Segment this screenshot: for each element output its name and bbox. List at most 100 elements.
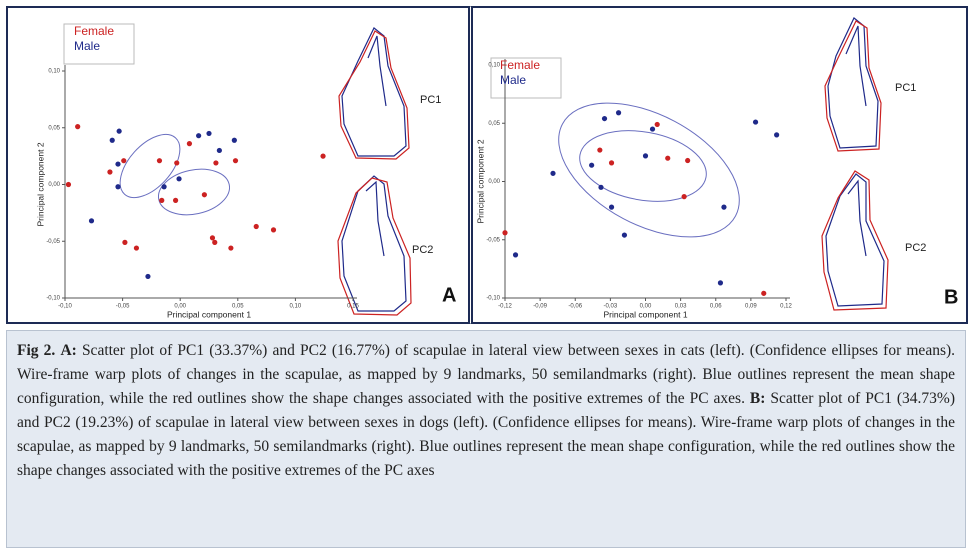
- data-point: [601, 115, 608, 122]
- x-tick-label: 0,10: [290, 304, 302, 310]
- data-point: [206, 130, 212, 137]
- confidence-ellipse: [579, 130, 707, 202]
- y-axis-label: Principal component 2: [35, 142, 45, 226]
- x-tick-label: -0,10: [58, 304, 72, 310]
- data-point: [502, 230, 508, 236]
- pc-label: PC1: [420, 94, 441, 106]
- x-tick-label: -0,03: [604, 304, 618, 310]
- data-point: [174, 160, 180, 166]
- data-point: [270, 227, 277, 233]
- data-point: [186, 141, 193, 147]
- caption-text: Scatter plot of PC1 (33.37%) and PC2 (16…: [17, 342, 956, 407]
- data-point: [253, 223, 259, 230]
- data-point: [721, 204, 727, 210]
- data-point: [107, 169, 113, 175]
- panel-b-frame: [471, 6, 968, 324]
- data-point: [512, 252, 519, 258]
- data-point: [615, 110, 622, 116]
- data-point: [159, 197, 165, 203]
- data-point: [122, 239, 128, 245]
- y-tick-label: 0,10: [48, 69, 60, 75]
- caption-label: A:: [60, 342, 77, 359]
- confidence-ellipse: [558, 102, 740, 238]
- x-tick-label: 0,03: [675, 304, 687, 310]
- y-tick-label: 0,10: [488, 63, 500, 69]
- x-tick-label: 0,00: [640, 304, 652, 310]
- data-point: [231, 137, 237, 143]
- data-point: [65, 181, 72, 188]
- data-point: [75, 124, 81, 130]
- x-axis-label: Principal component 1: [603, 309, 687, 319]
- data-point: [642, 153, 649, 159]
- data-point: [115, 161, 121, 167]
- data-point: [654, 121, 660, 128]
- data-point: [213, 160, 219, 166]
- x-tick-label: 0,06: [710, 304, 722, 310]
- panel-label: A: [442, 284, 456, 306]
- y-tick-label: 0,05: [488, 121, 500, 127]
- data-point: [172, 197, 179, 203]
- data-point: [665, 155, 671, 161]
- y-tick-label: 0,00: [488, 179, 500, 185]
- data-point: [597, 147, 603, 153]
- x-tick-label: 0,00: [174, 304, 186, 310]
- y-tick-label: -0,10: [46, 296, 60, 302]
- data-point: [717, 280, 724, 286]
- data-point: [145, 273, 151, 280]
- data-point: [133, 245, 140, 251]
- data-point: [550, 170, 556, 176]
- x-tick-label: -0,09: [533, 304, 547, 310]
- warp-outlines: [337, 17, 889, 316]
- y-tick-label: 0,00: [48, 182, 60, 188]
- pc-label: PC1: [895, 82, 916, 94]
- x-tick-label: 0,12: [780, 304, 792, 310]
- data-point: [161, 184, 167, 190]
- confidence-ellipse: [157, 168, 231, 216]
- data-point: [209, 235, 216, 241]
- legend-entry: Female: [74, 24, 114, 38]
- data-point: [88, 218, 95, 224]
- pc-label: PC2: [905, 242, 926, 254]
- confidence-ellipse: [119, 133, 181, 199]
- y-tick-label: -0,10: [486, 296, 500, 302]
- x-tick-label: 0,09: [745, 304, 757, 310]
- data-point: [196, 133, 202, 139]
- figure-label: Fig 2.: [17, 342, 56, 359]
- data-point: [608, 204, 615, 210]
- x-tick-label: -0,05: [116, 304, 130, 310]
- legend-entry: Female: [500, 58, 540, 72]
- y-tick-label: -0,05: [46, 239, 60, 245]
- data-point: [201, 192, 207, 198]
- data-point: [116, 128, 122, 134]
- data-point: [649, 126, 656, 132]
- data-point: [115, 184, 121, 190]
- figure: -0,10 -0,05 0,00 0,05 0,10 0,15 -0,10 -0,05 0,00…: [6, 6, 968, 324]
- data-point: [212, 239, 218, 245]
- y-tick-label: 0,05: [48, 125, 60, 131]
- x-tick-label: -0,06: [568, 304, 582, 310]
- legend-entry: Male: [500, 73, 526, 87]
- legend-entry: Male: [74, 39, 100, 53]
- data-point: [228, 245, 234, 251]
- data-point: [109, 137, 115, 143]
- caption-text: Scatter plot of PC1 (34.73%) and PC2 (19…: [17, 390, 956, 479]
- x-axis-label: Principal component 1: [167, 309, 251, 319]
- figure-frame: [6, 6, 968, 324]
- caption: Fig 2. A: Scatter plot of PC1 (33.37%) a…: [6, 330, 966, 548]
- data-point: [681, 194, 687, 200]
- data-point: [232, 158, 239, 164]
- y-axis-label: Principal component 2: [475, 139, 485, 223]
- panel-a-frame: [6, 6, 470, 324]
- data-point: [608, 160, 615, 166]
- y-tick-label: -0,05: [486, 237, 500, 243]
- x-tick-label: -0,12: [498, 304, 512, 310]
- data-point: [621, 232, 628, 238]
- x-tick-label: 0,15: [347, 304, 359, 310]
- caption-label: B:: [749, 390, 766, 407]
- panel-label: B: [944, 286, 958, 308]
- data-point: [156, 158, 163, 164]
- data-point: [598, 184, 604, 190]
- data-point: [589, 162, 595, 168]
- data-point: [216, 147, 222, 154]
